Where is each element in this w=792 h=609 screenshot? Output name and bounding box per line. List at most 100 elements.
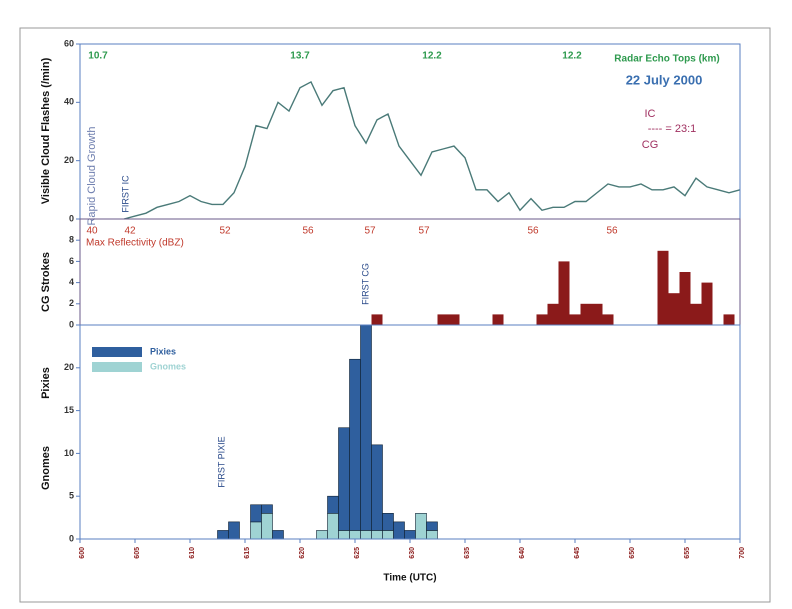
reflectivity-value: 42 — [124, 226, 136, 237]
bar — [437, 314, 449, 325]
panel-frame — [79, 324, 741, 540]
bar-segment — [393, 521, 405, 540]
y-tick-label: 40 — [64, 97, 74, 107]
bar-segment — [250, 521, 262, 540]
bar-segment — [371, 444, 383, 531]
bar — [701, 282, 713, 325]
chart-title: 22 July 2000 — [626, 72, 703, 87]
panel-frame — [79, 43, 741, 220]
reflectivity-value: 56 — [302, 226, 314, 237]
reflectivity-value: 56 — [527, 226, 539, 237]
y-tick-label: 5 — [69, 491, 74, 501]
bar-segment — [404, 530, 416, 540]
first-cg: FIRST CG — [360, 263, 370, 305]
bar — [657, 250, 669, 325]
ratio-eq: ---- = 23:1 — [648, 123, 697, 135]
x-tick-label: 625 — [354, 547, 361, 559]
legend-swatch — [92, 362, 142, 372]
bar-segment — [371, 530, 383, 540]
ratio-cg: CG — [642, 139, 659, 151]
bar-segment — [338, 530, 350, 540]
reflectivity-value: 57 — [364, 226, 376, 237]
y-tick-label: 6 — [69, 256, 74, 266]
bar — [371, 314, 383, 325]
bar-segment — [316, 530, 328, 540]
bar — [547, 303, 559, 325]
x-tick-label: 610 — [189, 547, 196, 559]
bar-segment — [327, 495, 339, 514]
reflectivity-value: 57 — [418, 226, 430, 237]
bar-segment — [327, 513, 339, 540]
bar — [536, 314, 548, 325]
radar-label: Radar Echo Tops (km) — [614, 54, 719, 65]
y-tick-label: 20 — [64, 362, 74, 372]
y-axis-label: Pixies — [40, 367, 52, 399]
x-tick-label: 605 — [134, 547, 141, 559]
bar-segment — [426, 521, 438, 531]
bar — [580, 303, 592, 325]
y-tick-label: 60 — [64, 38, 74, 48]
reflectivity-value: 56 — [606, 226, 618, 237]
y-tick-label: 15 — [64, 405, 74, 415]
bar — [668, 293, 680, 325]
y-tick-label: 0 — [69, 533, 74, 543]
x-tick-label: 600 — [79, 547, 86, 559]
bar-segment — [382, 530, 394, 540]
bar — [492, 314, 504, 325]
legend-swatch — [92, 347, 142, 357]
bar — [558, 261, 570, 325]
panel-frame — [79, 218, 741, 326]
reflectivity-value: 52 — [219, 226, 231, 237]
y-axis-label: Visible Cloud Flashes (/min) — [40, 57, 52, 204]
y-tick-label: 2 — [69, 298, 74, 308]
first-ic: FIRST IC — [120, 175, 130, 213]
x-tick-label: 630 — [409, 547, 416, 559]
x-tick-label: 655 — [684, 547, 691, 559]
y-axis-label: Gnomes — [40, 446, 52, 490]
bar-segment — [228, 521, 240, 540]
radar-value: 13.7 — [290, 51, 310, 62]
y-tick-label: 10 — [64, 448, 74, 458]
x-tick-label: 640 — [519, 547, 526, 559]
bar-segment — [382, 513, 394, 531]
y-tick-label: 0 — [69, 213, 74, 223]
page-frame — [19, 27, 771, 603]
radar-value: 12.2 — [562, 51, 582, 62]
first-pixie: FIRST PIXIE — [216, 436, 226, 487]
bar-segment — [349, 530, 361, 540]
bar-segment — [250, 504, 262, 523]
x-tick-label: 635 — [464, 547, 471, 559]
bar — [569, 314, 581, 325]
radar-value: 10.7 — [88, 51, 108, 62]
flash-line — [123, 80, 741, 220]
bar-segment — [272, 530, 284, 540]
bar — [690, 303, 702, 325]
bar-segment — [415, 513, 427, 540]
ratio-ic: IC — [645, 108, 656, 120]
bar — [723, 314, 735, 325]
radar-value: 12.2 — [422, 51, 442, 62]
bar-segment — [349, 358, 361, 531]
bar-segment — [261, 504, 273, 514]
x-tick-label: 615 — [244, 547, 251, 559]
bar — [591, 303, 603, 325]
growth-note: Rapid Cloud Growth — [86, 126, 98, 225]
y-tick-label: 4 — [69, 277, 74, 287]
bar-segment — [338, 427, 350, 531]
bar-segment — [360, 324, 372, 531]
legend-label: Gnomes — [150, 361, 186, 371]
x-axis-label: Time (UTC) — [383, 573, 436, 584]
bar-segment — [261, 513, 273, 540]
bar-segment — [360, 530, 372, 540]
x-tick-label: 700 — [739, 547, 746, 559]
x-tick-label: 650 — [629, 547, 636, 559]
legend-label: Pixies — [150, 346, 176, 356]
bar-segment — [217, 530, 229, 540]
bar-segment — [426, 530, 438, 540]
y-tick-label: 8 — [69, 235, 74, 245]
reflectivity-label: Max Reflectivity (dBZ) — [86, 238, 184, 249]
x-tick-label: 645 — [574, 547, 581, 559]
y-tick-label: 0 — [69, 319, 74, 329]
x-tick-label: 620 — [299, 547, 306, 559]
